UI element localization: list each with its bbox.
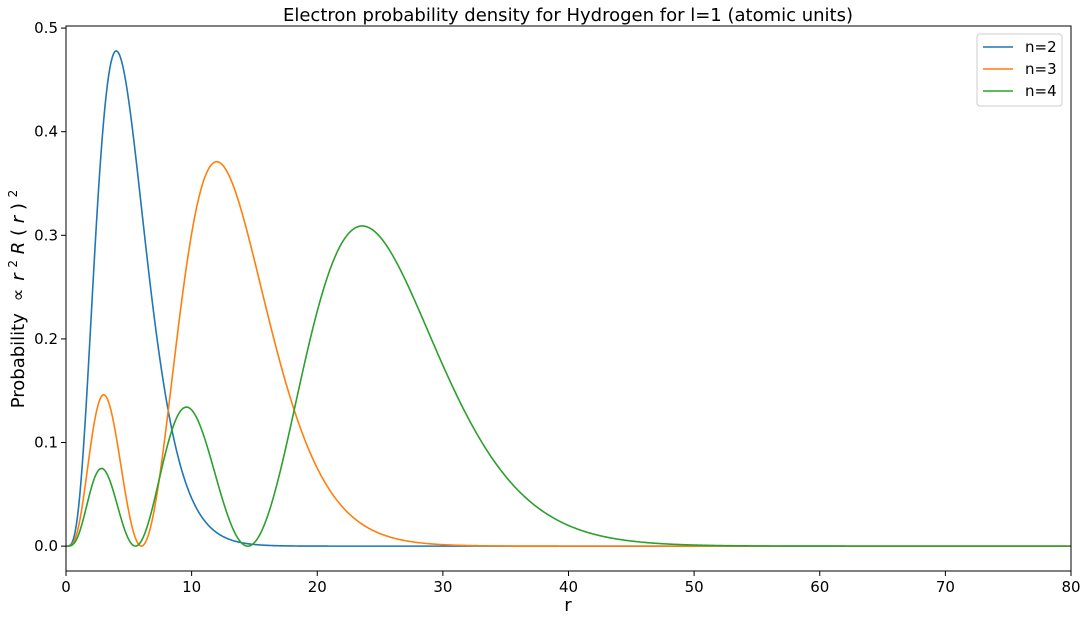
series-line-n=2 [66,49,1071,547]
x-tick-label: 60 [810,578,829,596]
x-tick-label: 20 [308,578,327,596]
x-tick-label: 70 [936,578,955,596]
x-tick-label: 0 [61,578,71,596]
legend-label: n=3 [1025,60,1057,78]
legend-box [976,33,1063,107]
y-tick-label: 0.2 [34,330,58,348]
legend: n=2 n=3 n=4 [976,33,1063,107]
x-tick-label: 10 [182,578,201,596]
y-tick-label: 0.1 [34,434,58,452]
y-tick-label: 0.3 [34,226,58,244]
series-line-n=4 [66,225,1071,547]
y-axis-label: Probability ∝ r 2 R ( r ) 2 [1,190,29,409]
chart-title: Electron probability density for Hydroge… [283,5,853,26]
y-tick-label: 0.5 [34,19,58,37]
y-tick-label: 0.4 [34,123,58,141]
legend-label: n=2 [1025,38,1057,56]
x-tick-label: 80 [1061,578,1080,596]
series-line-n=3 [66,160,1071,547]
x-tick-label: 40 [559,578,578,596]
y-tick-label: 0.0 [34,537,58,555]
plot-frame [65,25,1072,572]
x-tick-label: 30 [433,578,452,596]
legend-label: n=4 [1025,82,1057,100]
x-axis-label: r [564,595,572,616]
x-tick-label: 50 [685,578,704,596]
plot-area: 0 10 20 30 40 50 60 70 80 0.0 0.1 0.2 0.3 0.4 0.5 [34,19,1080,596]
